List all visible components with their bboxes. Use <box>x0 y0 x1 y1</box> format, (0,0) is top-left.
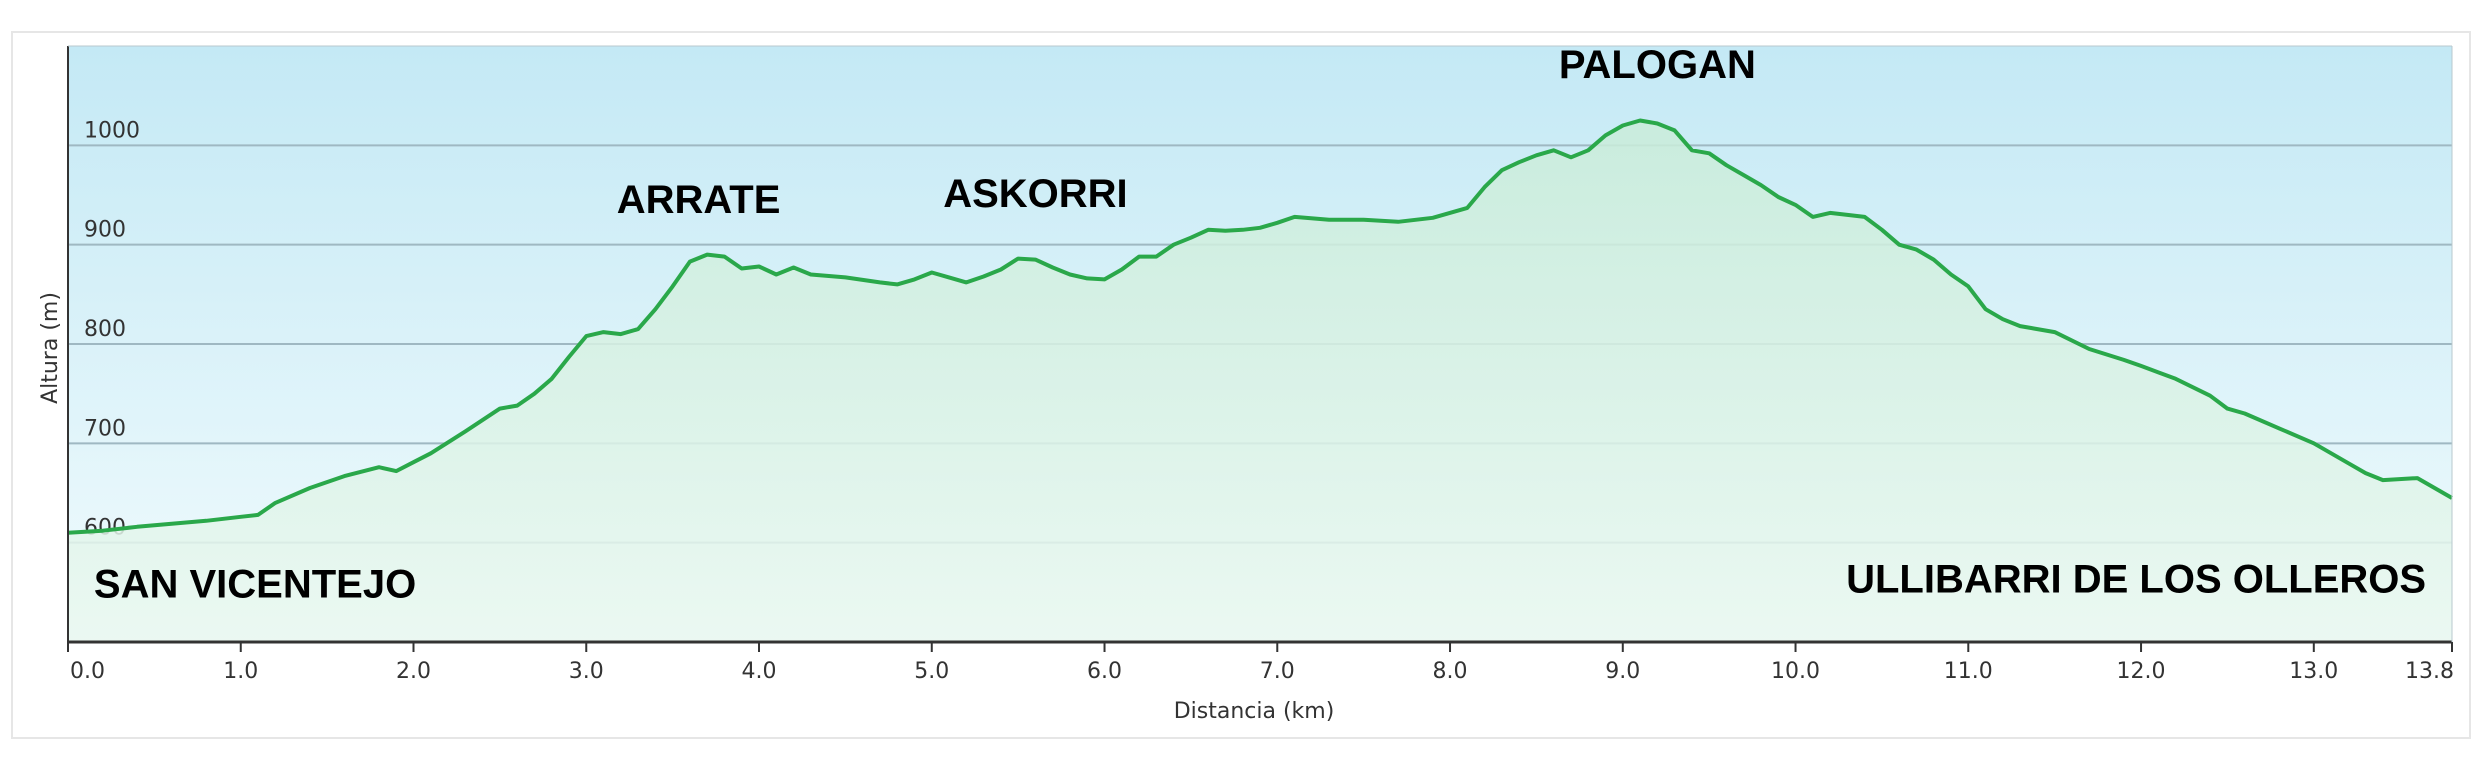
x-tick-label: 5.0 <box>914 659 949 684</box>
place-label: PALOGAN <box>1559 43 1756 87</box>
x-tick-label: 7.0 <box>1260 659 1295 684</box>
elevation-area <box>68 120 2452 642</box>
y-tick-label: 1000 <box>84 118 140 143</box>
x-tick-label: 4.0 <box>742 659 777 684</box>
place-label: ULLIBARRI DE LOS OLLEROS <box>1846 557 2426 601</box>
x-tick-label: 8.0 <box>1433 659 1468 684</box>
x-tick-label: 10.0 <box>1771 659 1820 684</box>
x-tick-label: 11.0 <box>1944 659 1993 684</box>
x-tick-label: 1.0 <box>223 659 258 684</box>
x-tick-label: 6.0 <box>1087 659 1122 684</box>
x-tick-label: 12.0 <box>2117 659 2166 684</box>
y-axis-title: Altura (m) <box>38 292 63 404</box>
x-axis-title: Distancia (km) <box>1174 699 1335 724</box>
x-tick-label: 2.0 <box>396 659 431 684</box>
elevation-line <box>67 118 2453 535</box>
place-label: SAN VICENTEJO <box>94 562 416 606</box>
x-tick-label: 13.0 <box>2289 659 2338 684</box>
place-label: ARRATE <box>617 178 781 222</box>
x-tick-label: 13.8 <box>2405 659 2454 684</box>
y-tick-label: 800 <box>84 317 126 342</box>
y-tick-label: 900 <box>84 218 126 243</box>
x-tick-label: 3.0 <box>569 659 604 684</box>
x-tick-label: 9.0 <box>1605 659 1640 684</box>
place-label: ASKORRI <box>943 172 1127 216</box>
chart-frame <box>11 31 2471 739</box>
y-tick-label: 700 <box>84 416 126 441</box>
x-tick-label: 0.0 <box>70 659 105 684</box>
